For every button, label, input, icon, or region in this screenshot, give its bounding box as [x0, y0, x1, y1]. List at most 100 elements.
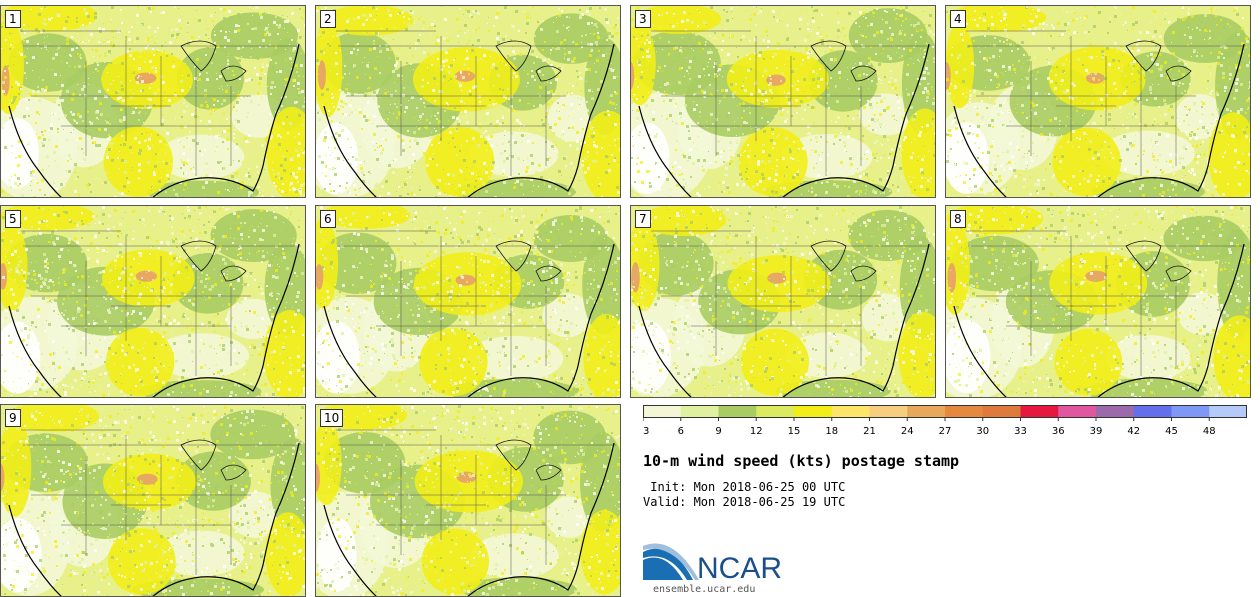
great-lakes-outline	[180, 439, 247, 481]
panel-number: 2	[320, 10, 336, 28]
coastline	[8, 43, 300, 197]
colorbar-tick-label: 12	[750, 426, 763, 435]
wind-speed-map	[946, 206, 1250, 397]
stamp-panel-7: 7	[630, 205, 936, 398]
state-borders	[21, 230, 301, 376]
wind-speed-map	[631, 6, 935, 197]
colorbar-tick-label: 36	[1052, 426, 1065, 435]
coastline	[8, 243, 300, 397]
colorbar-tick-label: 27	[939, 426, 952, 435]
stamp-panel-1: 1	[0, 5, 306, 198]
wind-speed-map	[1, 6, 305, 197]
colorbar-swatch	[1209, 405, 1247, 417]
colorbar-swatch	[1096, 405, 1135, 417]
panel-number: 8	[950, 210, 966, 228]
wind-speed-map	[316, 6, 620, 197]
wind-speed-map	[631, 206, 935, 397]
colorbar-swatch	[794, 405, 833, 417]
wind-speed-map	[316, 405, 620, 596]
panel-number: 7	[635, 210, 651, 228]
colorbar-tick-label: 3	[643, 426, 649, 435]
site-url: ensemble.ucar.edu	[653, 584, 756, 595]
wind-speed-map	[946, 6, 1250, 197]
coastline	[953, 243, 1245, 397]
stamp-panel-2: 2	[315, 5, 621, 198]
colorbar-tick-label: 33	[1014, 426, 1027, 435]
colorbar-swatch	[718, 405, 757, 417]
panel-number: 10	[320, 409, 344, 427]
colorbar-swatch	[869, 405, 908, 417]
ncar-logo-swoosh	[643, 548, 693, 580]
colorbar-tick-label: 30	[976, 426, 989, 435]
colorbar-tick-label: 9	[715, 426, 721, 435]
ncar-logo-text: NCAR	[697, 552, 782, 584]
colorbar-tick-label: 48	[1203, 426, 1216, 435]
coastline	[323, 43, 615, 197]
stamp-panel-10: 10	[315, 404, 621, 597]
state-borders	[21, 429, 301, 575]
colorbar-swatch	[1020, 405, 1059, 417]
panel-number: 9	[5, 409, 21, 427]
great-lakes-outline	[495, 439, 562, 481]
colorbar-tick-label: 21	[863, 426, 876, 435]
colorbar-swatch	[907, 405, 946, 417]
coastline	[323, 243, 615, 397]
coastline	[638, 43, 930, 197]
colorbar-swatch	[982, 405, 1021, 417]
colorbar-tick-label: 6	[678, 426, 684, 435]
colorbar-swatch	[643, 405, 682, 417]
state-borders	[21, 30, 301, 176]
wind-speed-map	[316, 206, 620, 397]
plot-title: 10-m wind speed (kts) postage stamp	[643, 452, 960, 470]
stamp-panel-9: 9	[0, 404, 306, 597]
great-lakes-outline	[180, 40, 247, 82]
colorbar-tick-label: 39	[1090, 426, 1103, 435]
colorbar-tick-label: 42	[1127, 426, 1140, 435]
state-borders	[336, 429, 616, 575]
colorbar-swatch	[1171, 405, 1210, 417]
coastline	[323, 442, 615, 596]
state-borders	[966, 230, 1246, 376]
great-lakes-outline	[1125, 240, 1192, 282]
valid-time: Valid: Mon 2018-06-25 19 UTC	[643, 495, 846, 509]
colorbar-swatch	[680, 405, 719, 417]
colorbar-swatch	[831, 405, 870, 417]
wind-speed-map	[1, 405, 305, 596]
great-lakes-outline	[180, 240, 247, 282]
stamp-panel-3: 3	[630, 5, 936, 198]
great-lakes-outline	[495, 240, 562, 282]
stamp-panel-6: 6	[315, 205, 621, 398]
great-lakes-outline	[810, 40, 877, 82]
panel-number: 4	[950, 10, 966, 28]
coastline	[8, 442, 300, 596]
state-borders	[651, 30, 931, 176]
colorbar-swatch	[756, 405, 795, 417]
stamp-panel-5: 5	[0, 205, 306, 398]
color-scale-bar: 3 6 9 12 15 18 21 24 27 30 33 36 39 42 45 48	[643, 405, 1247, 435]
great-lakes-outline	[810, 240, 877, 282]
wind-speed-map	[1, 206, 305, 397]
state-borders	[966, 30, 1246, 176]
colorbar-tick-label: 15	[788, 426, 801, 435]
panel-number: 6	[320, 210, 336, 228]
great-lakes-outline	[495, 40, 562, 82]
great-lakes-outline	[1125, 40, 1192, 82]
colorbar-swatch	[1058, 405, 1097, 417]
coastline	[638, 243, 930, 397]
state-borders	[336, 30, 616, 176]
colorbar-tick-label: 45	[1165, 426, 1178, 435]
colorbar-swatch	[1133, 405, 1172, 417]
colorbar-tick-label: 24	[901, 426, 914, 435]
state-borders	[651, 230, 931, 376]
ncar-logo: NCAR	[643, 543, 782, 584]
colorbar-tick-label: 18	[825, 426, 838, 435]
stamp-panel-4: 4	[945, 5, 1251, 198]
panel-number: 3	[635, 10, 651, 28]
state-borders	[336, 230, 616, 376]
init-time: Init: Mon 2018-06-25 00 UTC	[643, 480, 846, 494]
panel-number: 1	[5, 10, 21, 28]
panel-number: 5	[5, 210, 21, 228]
colorbar-swatch	[945, 405, 984, 417]
coastline	[953, 43, 1245, 197]
stamp-panel-8: 8	[945, 205, 1251, 398]
